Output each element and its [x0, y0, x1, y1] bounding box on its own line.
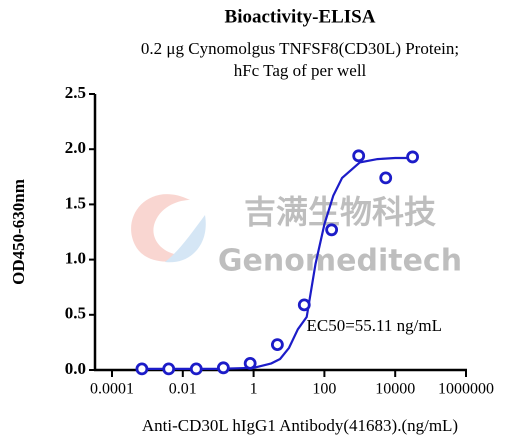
watermark-text: 吉满生物科技: [244, 193, 436, 231]
data-point: [270, 338, 284, 352]
x-tick-label: 1000000: [438, 381, 494, 398]
data-point: [297, 298, 311, 312]
data-point: [243, 356, 257, 370]
data-point: [379, 171, 393, 185]
data-point: [135, 362, 149, 376]
chart-subtitle: hFc Tag of per well: [234, 61, 367, 80]
x-tick-label: 0.01: [169, 381, 197, 398]
x-tick-label: 10000: [375, 381, 415, 398]
y-tick-label: 2.5: [65, 83, 86, 102]
annotation: EC50=55.11 ng/mL: [306, 316, 442, 335]
y-tick-label: 1.0: [65, 249, 86, 268]
y-tick-label: 0.5: [65, 304, 86, 323]
chart-title: Bioactivity-ELISA: [225, 6, 376, 27]
x-tick-label: 100: [312, 381, 336, 398]
watermark: 吉满生物科技 Genomeditech: [131, 193, 462, 279]
chart-subtitle: 0.2 μg Cynomolgus TNFSF8(CD30L) Protein;: [141, 39, 459, 58]
y-axis-label: OD450-630nm: [9, 179, 28, 285]
y-tick-label: 0.0: [65, 359, 86, 378]
y-tick-label: 2.0: [65, 138, 86, 157]
x-tick-label: 1: [250, 381, 258, 398]
y-tick-label: 1.5: [65, 193, 86, 212]
data-point: [189, 362, 203, 376]
x-axis-label: Anti-CD30L hIgG1 Antibody(41683).(ng/mL): [142, 416, 458, 435]
watermark-logo: [165, 215, 206, 263]
data-point: [325, 223, 339, 237]
data-point: [352, 149, 366, 163]
watermark-text: Genomeditech: [218, 244, 462, 279]
data-point: [162, 362, 176, 376]
watermark-logo: [131, 194, 190, 262]
x-tick-label: 0.0001: [90, 381, 134, 398]
data-point: [406, 150, 419, 164]
data-point: [216, 361, 230, 375]
fit-curve: [147, 156, 413, 370]
